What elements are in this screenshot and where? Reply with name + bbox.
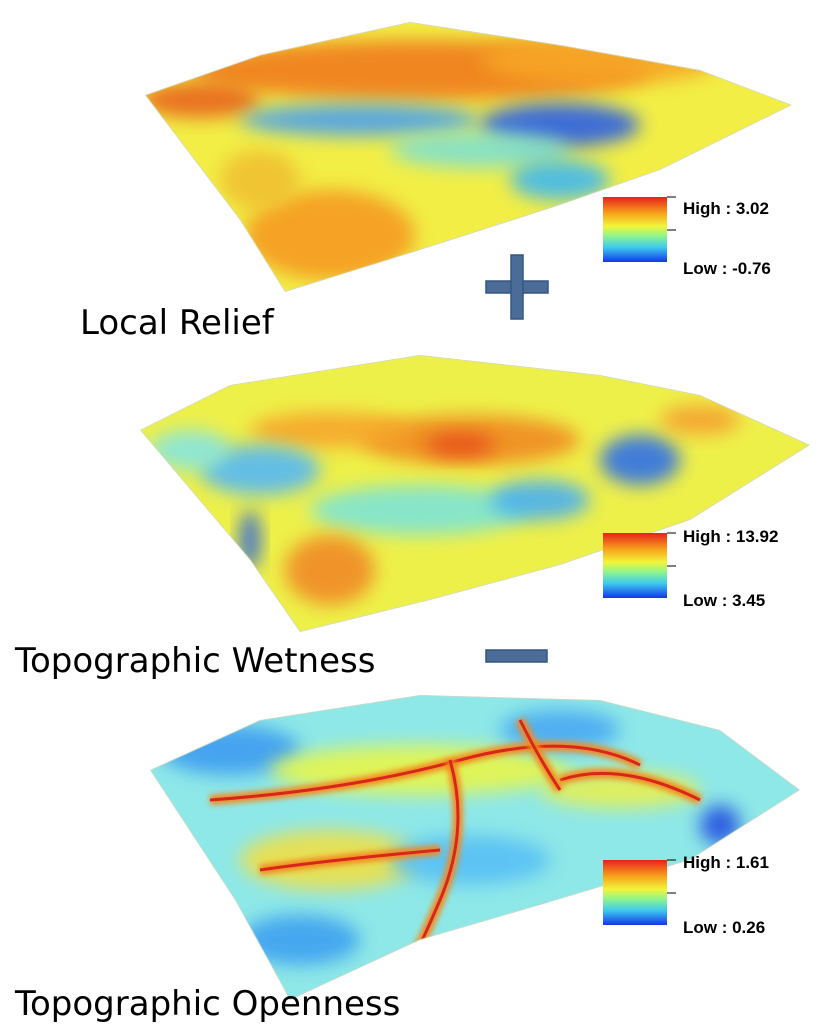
terrain-patch [700, 805, 740, 845]
legend-low: Low : 0.26 [683, 918, 765, 937]
legend-ramp [603, 860, 667, 925]
legend-high: High : 1.61 [683, 853, 769, 872]
panel-label: Topographic Wetness [14, 641, 375, 681]
terrain-patch [425, 433, 495, 457]
terrain-patch [140, 82, 260, 118]
terrain-patch [240, 510, 260, 570]
legend-ramp [603, 197, 667, 262]
legend-high: High : 3.02 [683, 199, 769, 218]
terrain-patch [490, 480, 590, 520]
terrain-patch [220, 150, 300, 210]
terrain-patch [600, 435, 680, 485]
page: {"panels": [ {"label": "Local Relief", "… [0, 0, 827, 1031]
legend-low: Low : -0.76 [683, 259, 771, 278]
figure: High : 3.02 Low : -0.76 Local Relief High :… [0, 0, 827, 1031]
terrain-patch [285, 535, 375, 605]
plus-sign [486, 255, 548, 319]
panel-label: Topographic Openness [14, 984, 400, 1024]
terrain-patch [660, 405, 740, 435]
panel-label: Local Relief [80, 303, 275, 343]
terrain-surface [150, 695, 800, 1000]
terrain-patch [240, 104, 480, 136]
minus-sign [486, 650, 547, 662]
terrain-patch [240, 915, 360, 965]
terrain-patch [390, 835, 550, 885]
terrain-surface [140, 22, 792, 292]
terrain-patch [150, 430, 230, 470]
legend-high: High : 13.92 [683, 527, 778, 546]
terrain-patch [510, 160, 610, 200]
terrain-patch [250, 412, 410, 448]
terrain-patch [480, 35, 720, 85]
legend-low: Low : 3.45 [683, 591, 765, 610]
legend-ramp [603, 533, 667, 598]
